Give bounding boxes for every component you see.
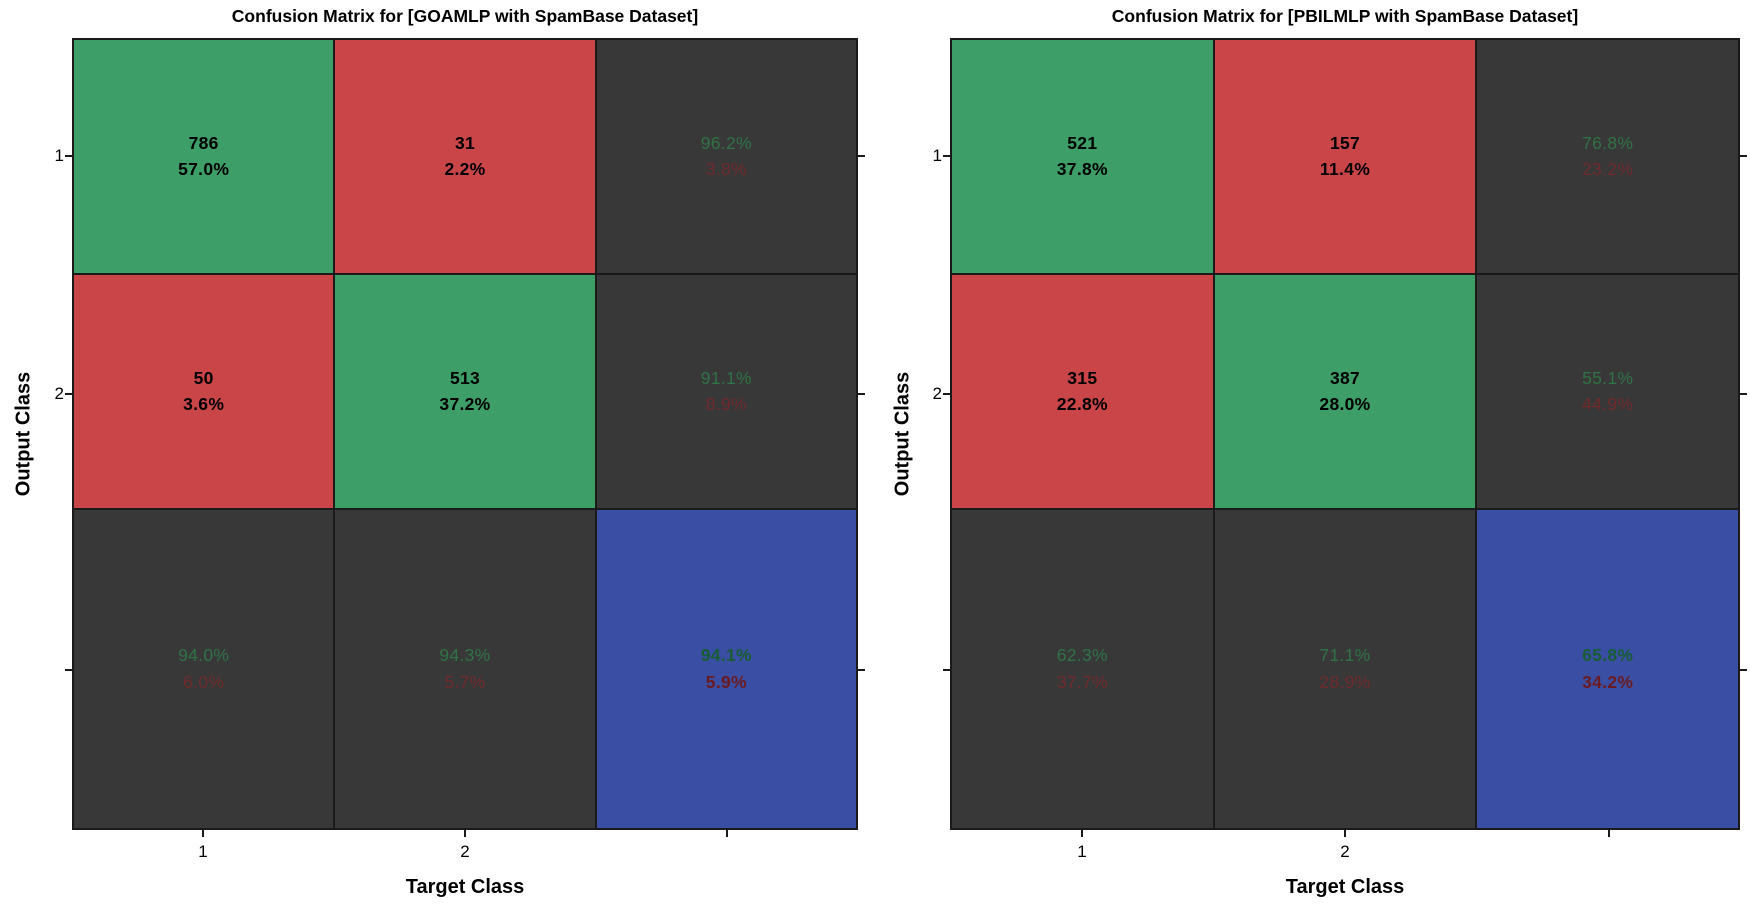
cell-percent-wrong: 34.2% [1582,671,1634,692]
cell-r1c1-true-class1: 786 57.0% [74,40,334,273]
cell-percent-correct: 62.3% [1056,645,1108,665]
cell-r2c2-true-class2: 387 28.0% [1214,275,1476,508]
cell-count: 157 [1329,132,1361,153]
cell-r1c3-row-summary: 96.2% 3.8% [596,40,856,273]
axis-tick [1608,830,1610,837]
x-axis-label-pbilmlp: Target Class [1285,876,1405,898]
cell-percent-correct: 94.0% [178,645,230,665]
cell-percent-correct: 55.1% [1582,367,1634,388]
cell-percent-correct: 94.3% [439,645,491,665]
confusion-matrix-pbilmlp: 521 37.8% 157 11.4% 76.8% 23.2% 315 22.8… [950,38,1740,830]
cell-percent: 37.2% [439,394,491,414]
cell-count: 50 [193,367,214,388]
cell-percent-correct: 94.1% [700,645,752,665]
cell-count: 786 [188,132,219,153]
axis-tick [65,669,72,671]
chart-title-pbilmlp: Confusion Matrix for [PBILMLP with SpamB… [1111,6,1579,26]
cell-percent-wrong: 5.9% [705,671,747,692]
x-tick-label-2: 2 [1340,842,1350,861]
cell-count: 315 [1067,367,1098,388]
cell-percent-wrong: 5.7% [444,671,486,692]
cell-count: 387 [1329,367,1361,388]
x-axis-label-goamlp: Target Class [405,876,525,898]
cell-percent-wrong: 3.8% [705,159,747,179]
axis-tick [943,155,950,157]
y-tick-label-2: 2 [54,384,64,403]
axis-tick [943,669,950,671]
axis-tick [65,155,72,157]
y-tick-label-1: 1 [54,146,64,165]
cell-r2c3-row-summary: 91.1% 8.9% [596,275,856,508]
cell-percent-correct: 65.8% [1582,645,1634,665]
cell-count: 521 [1067,132,1098,153]
cell-percent-wrong: 28.9% [1319,671,1371,692]
y-tick-label-1: 1 [932,146,942,165]
cell-percent: 3.6% [183,394,225,414]
cell-count: 513 [449,367,481,388]
cell-percent: 22.8% [1056,394,1108,414]
cell-percent-correct: 71.1% [1319,645,1371,665]
x-tick-label-2: 2 [460,842,470,861]
cell-r3c2-col-summary: 71.1% 28.9% [1214,510,1476,828]
axis-tick [464,830,466,837]
axis-tick [202,830,204,837]
cell-r1c2-misclassified: 31 2.2% [335,40,595,273]
cell-percent-wrong: 37.7% [1056,671,1108,692]
axis-tick [858,155,865,157]
axis-tick [858,393,865,395]
cell-r3c1-col-summary: 62.3% 37.7% [952,510,1213,828]
cell-r1c2-misclassified: 157 11.4% [1214,40,1476,273]
cell-percent-wrong: 23.2% [1582,159,1634,179]
x-tick-label-1: 1 [1077,842,1087,861]
cell-r3c3-overall-accuracy: 94.1% 5.9% [596,510,856,828]
cell-r3c1-col-summary: 94.0% 6.0% [74,510,334,828]
confusion-matrix-goamlp: 786 57.0% 31 2.2% 96.2% 3.8% 50 3.6% 513… [72,38,858,830]
cell-r2c1-misclassified: 315 22.8% [952,275,1213,508]
cell-r2c1-misclassified: 50 3.6% [74,275,334,508]
axis-tick [943,393,950,395]
cell-r3c2-col-summary: 94.3% 5.7% [335,510,595,828]
cell-percent-wrong: 6.0% [183,671,225,692]
cell-r1c1-true-class1: 521 37.8% [952,40,1213,273]
cell-percent-wrong: 8.9% [705,394,747,414]
y-axis-label-pbilmlp: Output Class [891,371,914,497]
axis-tick [1740,393,1747,395]
cell-count: 31 [454,132,476,153]
cell-percent: 57.0% [178,159,230,179]
cell-r2c2-true-class2: 513 37.2% [335,275,595,508]
y-axis-label-goamlp: Output Class [12,371,35,497]
axis-tick [726,830,728,837]
cell-percent: 11.4% [1319,159,1371,179]
y-tick-label-2: 2 [932,384,942,403]
x-tick-label-1: 1 [198,842,208,861]
axis-tick [1344,830,1346,837]
cell-percent-correct: 96.2% [700,132,752,153]
cell-percent-wrong: 44.9% [1582,394,1634,414]
cell-r1c3-row-summary: 76.8% 23.2% [1477,40,1738,273]
cell-percent: 28.0% [1319,394,1371,414]
axis-tick [65,393,72,395]
axis-tick [858,669,865,671]
chart-title-goamlp: Confusion Matrix for [GOAMLP with SpamBa… [231,6,699,26]
cell-percent: 2.2% [444,159,486,179]
axis-tick [1081,830,1083,837]
axis-tick [1740,155,1747,157]
cell-r3c3-overall-accuracy: 65.8% 34.2% [1477,510,1738,828]
cell-r2c3-row-summary: 55.1% 44.9% [1477,275,1738,508]
cell-percent-correct: 76.8% [1582,132,1634,153]
cell-percent-correct: 91.1% [700,367,752,388]
cell-percent: 37.8% [1056,159,1108,179]
axis-tick [1740,669,1747,671]
